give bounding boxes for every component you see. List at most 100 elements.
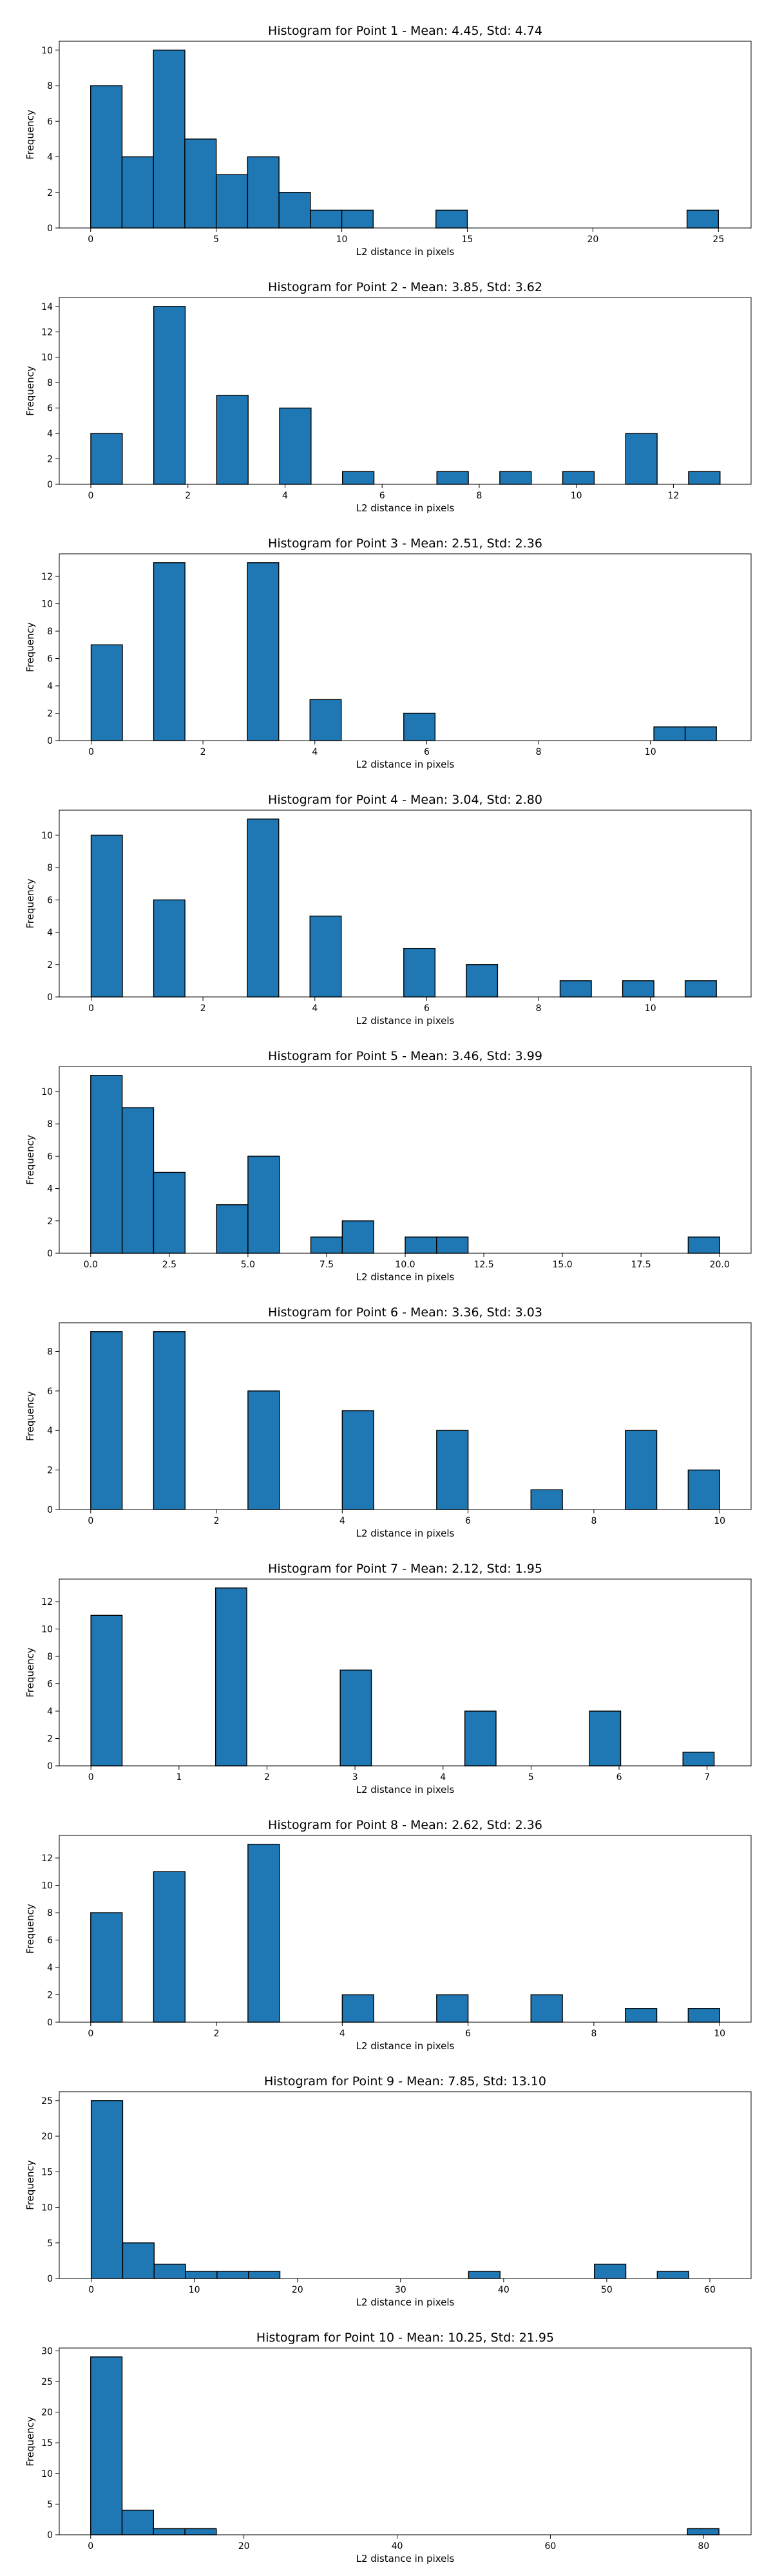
histogram-bar: [466, 965, 498, 997]
y-tick-label: 10: [41, 831, 53, 841]
x-tick-label: 0: [88, 491, 94, 501]
y-tick-label: 8: [47, 863, 53, 873]
histogram-bar: [154, 307, 186, 484]
y-tick-label: 4: [47, 1707, 53, 1717]
y-tick-label: 0: [47, 992, 53, 1003]
histogram-bar: [657, 2271, 689, 2278]
x-tick-label: 15: [462, 234, 473, 245]
y-tick-label: 6: [47, 1387, 53, 1397]
x-tick-label: 2: [214, 1516, 220, 1526]
histogram-bar: [342, 210, 374, 228]
x-axis-label: L2 distance in pixels: [356, 759, 455, 770]
y-tick-label: 2: [47, 1217, 53, 1227]
x-tick-label: 0: [88, 1516, 93, 1526]
histogram-bar: [688, 1470, 720, 1510]
histogram-bar: [248, 1844, 280, 2022]
histogram-bar: [468, 2271, 500, 2278]
y-tick-label: 2: [47, 1734, 53, 1745]
histogram-bar: [688, 2009, 720, 2022]
x-tick-label: 40: [392, 2541, 403, 2552]
x-tick-label: 2.5: [162, 1260, 177, 1270]
x-tick-label: 6: [465, 2029, 471, 2039]
y-axis-label: Frequency: [24, 2160, 36, 2210]
x-tick-label: 15.0: [553, 1260, 573, 1270]
x-tick-label: 8: [536, 747, 542, 757]
x-tick-label: 5: [528, 1772, 534, 1783]
y-tick-label: 25: [41, 2096, 53, 2107]
y-axis-label: Frequency: [24, 1647, 36, 1698]
histogram-bar: [153, 1172, 185, 1253]
x-tick-label: 20: [292, 2285, 303, 2295]
chart-title: Histogram for Point 3 - Mean: 2.51, Std:…: [268, 536, 542, 551]
y-tick-label: 4: [47, 1963, 53, 1973]
x-tick-label: 0: [88, 1772, 94, 1783]
x-tick-label: 50: [601, 2285, 613, 2295]
y-tick-label: 14: [41, 302, 53, 312]
x-tick-label: 0: [88, 747, 94, 757]
y-tick-label: 4: [47, 429, 53, 439]
histogram-bar: [91, 1332, 122, 1510]
histogram-bar: [689, 471, 720, 484]
x-tick-label: 10: [714, 2029, 725, 2039]
x-tick-label: 25: [712, 234, 724, 245]
chart-title: Histogram for Point 10 - Mean: 10.25, St…: [256, 2331, 554, 2345]
y-tick-label: 4: [47, 928, 53, 938]
x-axis-label: L2 distance in pixels: [356, 246, 455, 258]
histogram-bar: [437, 1995, 468, 2022]
y-tick-label: 0: [47, 736, 53, 746]
x-tick-label: 0: [88, 234, 93, 245]
histogram-bar: [153, 50, 185, 228]
x-axis-label: L2 distance in pixels: [356, 2553, 455, 2564]
histogram-bar: [531, 1995, 562, 2022]
x-tick-label: 0: [88, 1003, 94, 1014]
histogram-bar: [91, 433, 122, 484]
chart-title: Histogram for Point 7 - Mean: 2.12, Std:…: [268, 1562, 542, 1576]
y-axis-label: Frequency: [24, 1135, 36, 1185]
y-tick-label: 0: [47, 223, 53, 234]
x-tick-label: 12: [667, 491, 679, 501]
y-tick-label: 8: [47, 1347, 53, 1357]
y-tick-label: 12: [41, 572, 53, 582]
x-axis-label: L2 distance in pixels: [356, 1271, 455, 1283]
histogram-bar: [247, 157, 279, 228]
x-tick-label: 0: [88, 2285, 94, 2295]
y-tick-label: 4: [47, 1426, 53, 1436]
chart-title: Histogram for Point 2 - Mean: 3.85, Std:…: [268, 280, 542, 294]
x-tick-label: 80: [698, 2541, 709, 2552]
axes-frame: [59, 1579, 751, 1766]
y-axis-label: Frequency: [24, 878, 36, 929]
histogram-bar: [404, 714, 435, 741]
x-tick-label: 3: [352, 1772, 358, 1783]
y-tick-label: 10: [41, 353, 53, 363]
histogram-bar: [91, 86, 122, 228]
histogram-bar: [654, 727, 685, 741]
histogram-bar: [589, 1711, 620, 1766]
x-tick-label: 20: [587, 234, 598, 245]
y-axis-label: Frequency: [24, 1904, 36, 1954]
histogram-bar: [560, 981, 592, 997]
histogram-bar: [154, 563, 186, 741]
histogram-bar: [216, 1588, 247, 1766]
x-tick-label: 0: [88, 2029, 93, 2039]
y-tick-label: 4: [47, 681, 53, 692]
y-axis-label: Frequency: [24, 622, 36, 672]
histogram-bar: [91, 1913, 122, 2022]
histogram-bar: [310, 210, 342, 228]
chart-title: Histogram for Point 6 - Mean: 3.36, Std:…: [268, 1305, 542, 1320]
x-tick-label: 1: [176, 1772, 182, 1783]
x-tick-label: 2: [264, 1772, 270, 1783]
histogram-bar: [122, 2243, 154, 2278]
x-tick-label: 2: [185, 491, 191, 501]
x-tick-label: 4: [339, 2029, 345, 2039]
histogram-bar: [248, 1391, 280, 1510]
histogram-bar: [465, 1711, 496, 1766]
histogram-bar: [563, 471, 595, 484]
y-tick-label: 5: [47, 2499, 53, 2510]
y-tick-label: 4: [47, 1184, 53, 1195]
x-tick-label: 6: [379, 491, 385, 501]
y-tick-label: 2: [47, 188, 53, 198]
x-tick-label: 40: [498, 2285, 510, 2295]
histogram-bar: [91, 2357, 122, 2535]
histogram-bar: [91, 1075, 122, 1253]
histogram-bar: [154, 2264, 186, 2278]
